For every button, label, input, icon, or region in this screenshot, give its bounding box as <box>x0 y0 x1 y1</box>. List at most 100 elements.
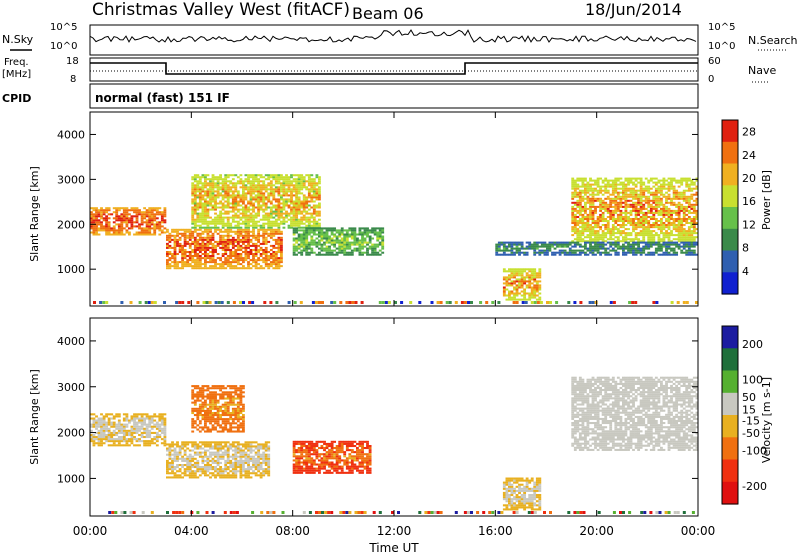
heatmap-cell <box>303 242 306 244</box>
heatmap-cell <box>229 182 232 184</box>
heatmap-cell <box>196 265 199 267</box>
heatmap-cell <box>209 460 212 462</box>
heatmap-cell <box>536 272 539 274</box>
heatmap-cell <box>222 448 225 450</box>
heatmap-cell <box>371 250 374 252</box>
heatmap-cell <box>518 278 521 280</box>
heatmap-cell <box>300 182 303 184</box>
heatmap-cell <box>202 176 205 178</box>
heatmap-cell <box>640 250 643 252</box>
heatmap-cell <box>614 180 617 182</box>
heatmap-cell <box>110 422 113 424</box>
heatmap-cell <box>283 217 286 219</box>
heatmap-cell <box>214 223 217 225</box>
heatmap-cell <box>511 246 514 248</box>
heatmap-cell <box>209 472 212 474</box>
heatmap-cell <box>203 301 206 304</box>
heatmap-cell <box>313 196 316 198</box>
heatmap-cell <box>255 196 258 198</box>
heatmap-cell <box>582 208 585 210</box>
heatmap-cell <box>285 182 288 184</box>
heatmap-cell <box>133 221 136 223</box>
heatmap-cell <box>640 220 643 222</box>
heatmap-cell <box>620 196 623 198</box>
heatmap-cell <box>343 238 346 240</box>
heatmap-cell <box>303 194 306 196</box>
heatmap-cell <box>128 420 131 422</box>
heatmap-cell <box>622 226 625 228</box>
heatmap-cell <box>126 232 129 234</box>
heatmap-cell <box>321 238 324 240</box>
heatmap-cell <box>597 190 600 192</box>
heatmap-cell <box>164 430 167 432</box>
heatmap-cell <box>136 440 139 442</box>
heatmap-cell <box>123 209 126 211</box>
heatmap-cell <box>346 238 349 240</box>
heatmap-cell <box>688 200 691 202</box>
heatmap-cell <box>245 184 248 186</box>
heatmap-cell <box>614 190 617 192</box>
heatmap-cell <box>171 261 174 263</box>
heatmap-cell <box>191 243 194 245</box>
heatmap-cell <box>242 223 245 225</box>
heatmap-cell <box>250 221 253 223</box>
heatmap-cell <box>209 192 212 194</box>
heatmap-cell <box>242 235 245 237</box>
heatmap-cell <box>242 180 245 182</box>
heatmap-cell <box>690 250 693 252</box>
heatmap-cell <box>151 234 154 236</box>
heatmap-cell <box>688 198 691 200</box>
heatmap-cell <box>685 178 688 180</box>
heatmap-cell <box>290 225 293 227</box>
heatmap-cell <box>275 225 278 227</box>
heatmap-cell <box>625 238 628 240</box>
heatmap-cell <box>321 229 324 231</box>
heatmap-cell <box>196 207 199 209</box>
heatmap-cell <box>288 176 291 178</box>
heatmap-cell <box>194 188 197 190</box>
heatmap-cell <box>267 257 270 259</box>
heatmap-cell <box>148 232 151 234</box>
heatmap-cell <box>617 202 620 204</box>
heatmap-cell <box>126 229 129 231</box>
heatmap-cell <box>202 211 205 213</box>
heatmap-cell <box>260 196 263 198</box>
heatmap-cell <box>191 466 194 468</box>
heatmap-cell <box>141 211 144 213</box>
heatmap-cell <box>265 190 268 192</box>
heatmap-cell <box>232 231 235 233</box>
heatmap-cell <box>143 232 146 234</box>
heatmap-cell <box>351 301 354 304</box>
heatmap-cell <box>313 225 316 227</box>
heatmap-cell <box>571 250 574 252</box>
heatmap-cell <box>212 261 215 263</box>
heatmap-cell <box>191 464 194 466</box>
heatmap-cell <box>224 247 227 249</box>
heatmap-cell <box>579 198 582 200</box>
heatmap-cell <box>181 445 184 447</box>
heatmap-cell <box>627 252 630 254</box>
heatmap-cell <box>189 464 192 466</box>
heatmap-cell <box>224 257 227 259</box>
heatmap-cell <box>143 424 146 426</box>
heatmap-cell <box>668 236 671 238</box>
heatmap-cell <box>272 211 275 213</box>
heatmap-cell <box>247 215 250 217</box>
heatmap-cell <box>166 243 169 245</box>
heatmap-cell <box>123 420 126 422</box>
heatmap-cell <box>576 224 579 226</box>
heatmap-cell <box>675 242 678 244</box>
heatmap-cell <box>597 244 600 246</box>
heatmap-cell <box>513 280 516 282</box>
heatmap-cell <box>631 301 634 304</box>
heatmap-cell <box>194 186 197 188</box>
heatmap-cell <box>174 247 177 249</box>
heatmap-cell <box>604 206 607 208</box>
heatmap-cell <box>194 472 197 474</box>
heatmap-cell <box>521 284 524 286</box>
heatmap-cell <box>536 295 539 297</box>
heatmap-cell <box>594 226 597 228</box>
heatmap-cell <box>536 252 539 254</box>
heatmap-cell <box>627 190 630 192</box>
heatmap-cell <box>131 438 134 440</box>
